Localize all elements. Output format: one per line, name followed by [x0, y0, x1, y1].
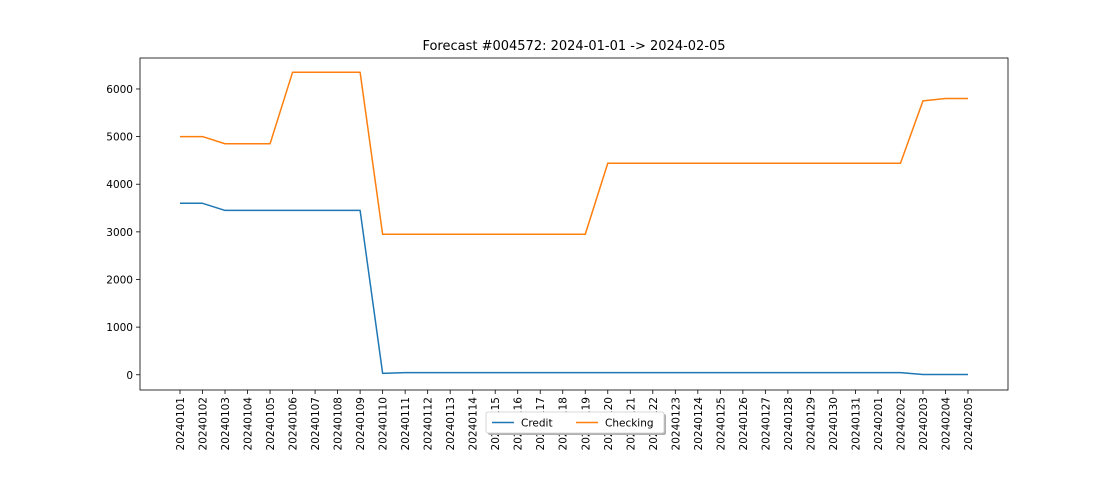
- x-tick-label: 20240130: [828, 397, 840, 450]
- x-tick-label: 20240129: [805, 397, 817, 450]
- x-tick-label: 20240201: [873, 397, 885, 450]
- x-tick-label: 20240110: [378, 397, 390, 450]
- x-tick-label: 20240107: [310, 397, 322, 450]
- axes: 0 1000 2000 3000 4000 5000 6000 20240101 2024010…: [106, 57, 1009, 451]
- x-tick-label: 20240127: [760, 397, 772, 450]
- y-tick-label: 0: [126, 370, 133, 382]
- x-tick-label: 20240204: [940, 397, 952, 451]
- legend: Credit Checking: [485, 411, 666, 435]
- x-tick-label: 20240123: [670, 397, 682, 450]
- x-tick-label: 20240109: [355, 397, 367, 450]
- x-tick-label: 20240113: [445, 397, 457, 450]
- x-tick-label: 20240111: [400, 397, 412, 450]
- x-tick-label: 20240103: [220, 397, 232, 450]
- x-tick-label: 20240105: [265, 397, 277, 450]
- plot-frame: [139, 57, 1009, 391]
- x-tick-label: 20240124: [693, 397, 705, 451]
- y-tick-label: 2000: [106, 274, 133, 286]
- legend-box: [485, 411, 665, 434]
- x-tick-label: 20240205: [963, 397, 975, 450]
- x-tick-label: 20240203: [918, 397, 930, 450]
- chart-title: Forecast #004572: 2024-01-01 -> 2024-02-…: [422, 39, 725, 54]
- x-tick-label: 20240108: [333, 397, 345, 450]
- x-tick-label: 20240126: [738, 397, 750, 451]
- legend-label-checking: Checking: [605, 418, 654, 430]
- plot-area: [180, 71, 968, 376]
- series-line-credit: [180, 202, 968, 376]
- x-tick-label: 20240114: [468, 397, 480, 451]
- y-tick-label: 1000: [106, 322, 133, 334]
- x-tick-label: 20240106: [288, 397, 300, 451]
- y-tick-label: 5000: [106, 132, 133, 144]
- y-tick-label: 3000: [106, 227, 133, 239]
- x-tick-label: 20240112: [423, 397, 435, 450]
- x-tick-label: 20240104: [243, 397, 255, 451]
- series-line-checking: [180, 71, 968, 235]
- x-tick-label: 20240131: [850, 397, 862, 450]
- x-tick-label: 20240128: [783, 397, 795, 450]
- x-tick-label: 20240101: [175, 397, 187, 450]
- x-tick-label: 20240102: [198, 397, 210, 450]
- legend-label-credit: Credit: [521, 418, 553, 430]
- y-tick-label: 4000: [106, 179, 133, 191]
- y-tick-label: 6000: [106, 84, 133, 96]
- x-tick-label: 20240125: [715, 397, 727, 450]
- x-tick-label: 20240202: [895, 397, 907, 450]
